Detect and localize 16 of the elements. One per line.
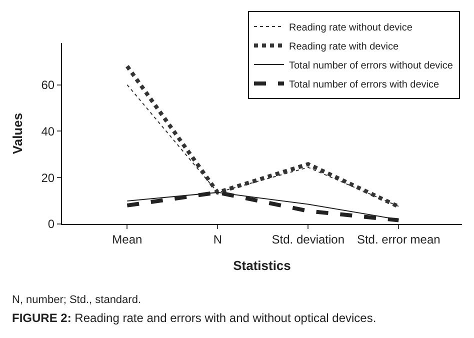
- y-tick-label: 20: [41, 170, 55, 185]
- caption: FIGURE 2: Reading rate and errors with and without optical devices.: [12, 311, 376, 325]
- legend-label: Reading rate without device: [289, 22, 413, 34]
- x-tick-label: N: [213, 232, 222, 246]
- x-tick-label: Mean: [112, 232, 142, 246]
- y-tick-label: 60: [41, 78, 55, 92]
- x-axis-title: Statistics: [233, 258, 291, 273]
- y-axis-title: Values: [10, 112, 26, 154]
- y-tick-label: 0: [48, 217, 55, 232]
- legend-label: Total number of errors without device: [289, 60, 454, 72]
- x-tick-label: Std. deviation: [272, 232, 345, 246]
- legend-label: Reading rate with device: [289, 41, 399, 52]
- legend-label: Total number of errors with device: [289, 79, 440, 90]
- text: N, number; Std., standard.: [12, 294, 142, 306]
- y-tick-label: 40: [41, 124, 55, 138]
- x-tick-label: Std. error mean: [356, 232, 440, 246]
